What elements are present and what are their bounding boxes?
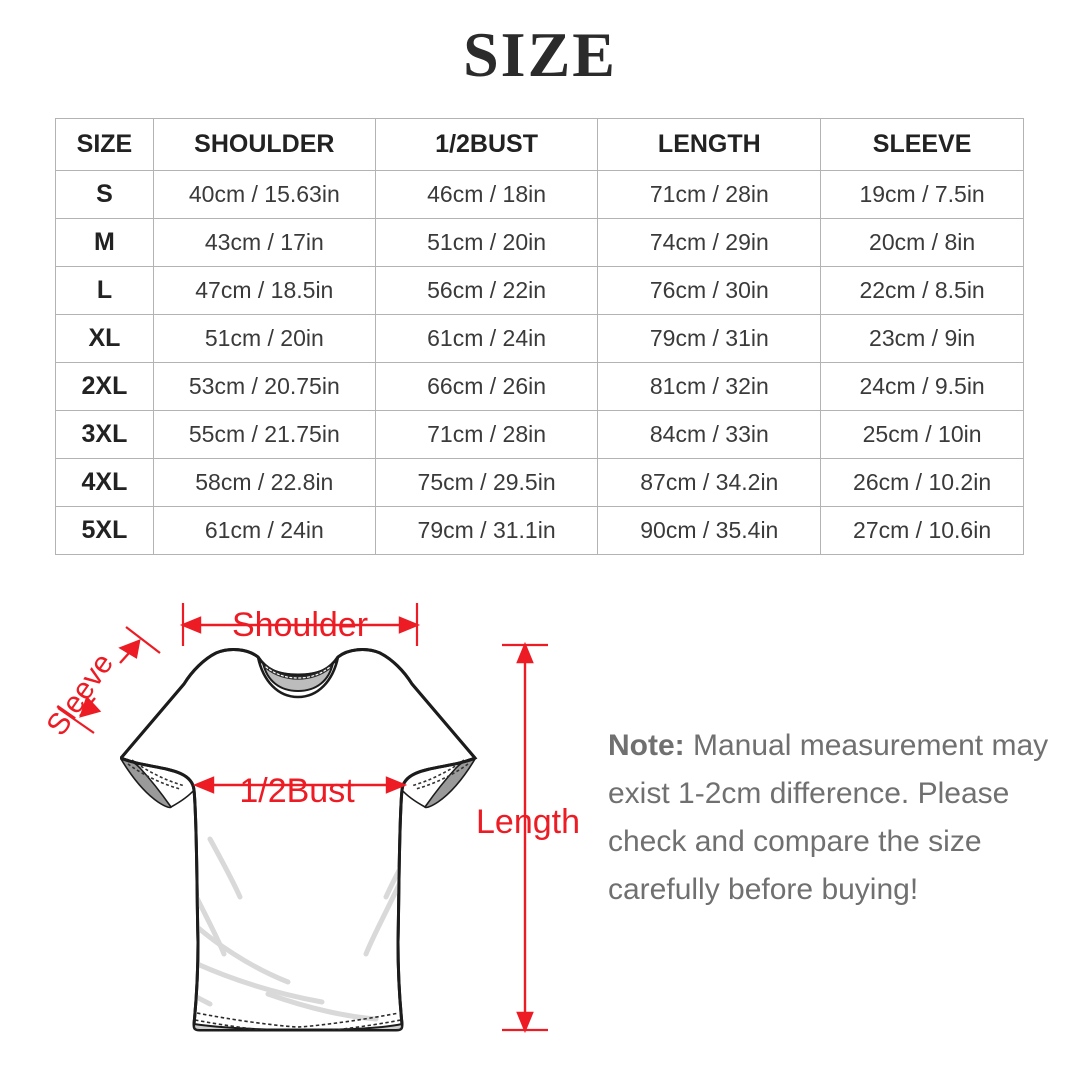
- svg-text:Sleeve: Sleeve: [40, 648, 120, 742]
- svg-text:Length: Length: [476, 803, 580, 841]
- svg-text:1/2Bust: 1/2Bust: [239, 772, 355, 810]
- svg-text:Shoulder: Shoulder: [232, 606, 368, 644]
